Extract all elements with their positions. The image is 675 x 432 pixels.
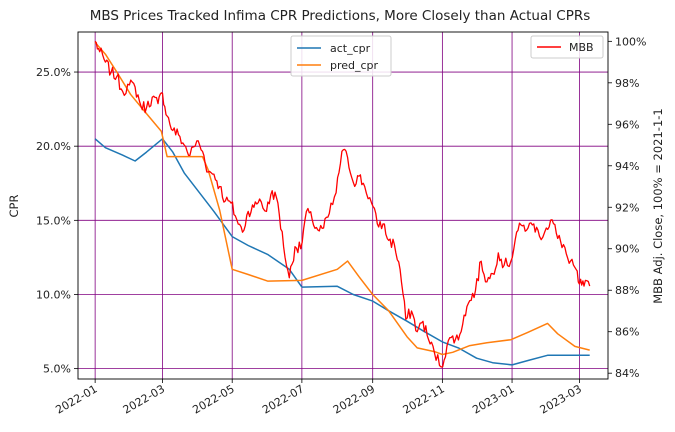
right-y-tick-label: 90%	[615, 243, 639, 256]
x-tick-label: 2022-07	[260, 382, 306, 416]
right-y-tick-label: 86%	[615, 326, 639, 339]
grid-lines	[78, 32, 608, 379]
x-tick-label: 2022-01	[53, 382, 99, 416]
left-y-tick-label: 5.0%	[43, 363, 71, 376]
right-y-tick-label: 88%	[615, 284, 639, 297]
legend-right: MBB	[530, 35, 604, 59]
legend-pred-cpr-label: pred_cpr	[330, 59, 379, 72]
series-line-pred-cpr	[94, 41, 590, 356]
chart-title: MBS Prices Tracked Infima CPR Prediction…	[90, 8, 591, 24]
x-tick-label: 2022-11	[401, 382, 447, 416]
legend-mbb-label: MBB	[569, 41, 594, 54]
x-tick-label: 2022-05	[190, 382, 236, 416]
series-line-MBB	[94, 40, 591, 368]
x-tick-label: 2022-09	[331, 382, 377, 416]
legend-right-box	[530, 35, 604, 59]
left-y-tick-label: 10.0%	[36, 288, 71, 301]
right-y-tick-label: 96%	[615, 118, 639, 131]
x-tick-label: 2023-01	[470, 382, 516, 416]
right-y-axis-label: MBB Adj. Close, 100% = 2021-1-1	[651, 108, 665, 304]
right-y-tick-label: 92%	[615, 201, 639, 214]
x-tick-label: 2022-03	[121, 382, 167, 416]
left-y-tick-label: 20.0%	[36, 140, 71, 153]
legend-left: act_cpr pred_cpr	[290, 35, 392, 77]
legend-left-box	[290, 35, 392, 77]
left-y-axis-label: CPR	[7, 195, 21, 218]
x-axis-ticks: 2022-01 2022-03 2022-05 2022-07 2022-09 2022-…	[53, 379, 584, 417]
series-line-act-cpr	[94, 138, 590, 366]
left-y-tick-label: 15.0%	[36, 214, 71, 227]
right-y-tick-label: 100%	[615, 35, 646, 48]
series-lines	[94, 40, 591, 368]
legend-act-cpr-label: act_cpr	[330, 42, 371, 55]
plot-frame	[77, 31, 609, 380]
right-y-axis-ticks: 84% 86% 88% 90% 92% 94% 96% 98% 100%	[608, 35, 646, 380]
right-y-tick-label: 98%	[615, 77, 639, 90]
x-tick-label: 2023-03	[538, 382, 584, 416]
right-y-tick-label: 94%	[615, 160, 639, 173]
left-y-tick-label: 25.0%	[36, 66, 71, 79]
right-y-tick-label: 84%	[615, 367, 639, 380]
left-y-axis-ticks: 5.0% 10.0% 15.0% 20.0% 25.0%	[36, 66, 78, 376]
